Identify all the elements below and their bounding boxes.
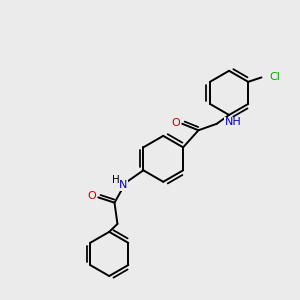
Text: Cl: Cl <box>270 72 280 82</box>
Text: O: O <box>171 118 180 128</box>
Text: O: O <box>88 191 96 201</box>
Text: NH: NH <box>225 117 242 127</box>
Text: N: N <box>119 180 128 190</box>
Text: H: H <box>112 175 120 185</box>
